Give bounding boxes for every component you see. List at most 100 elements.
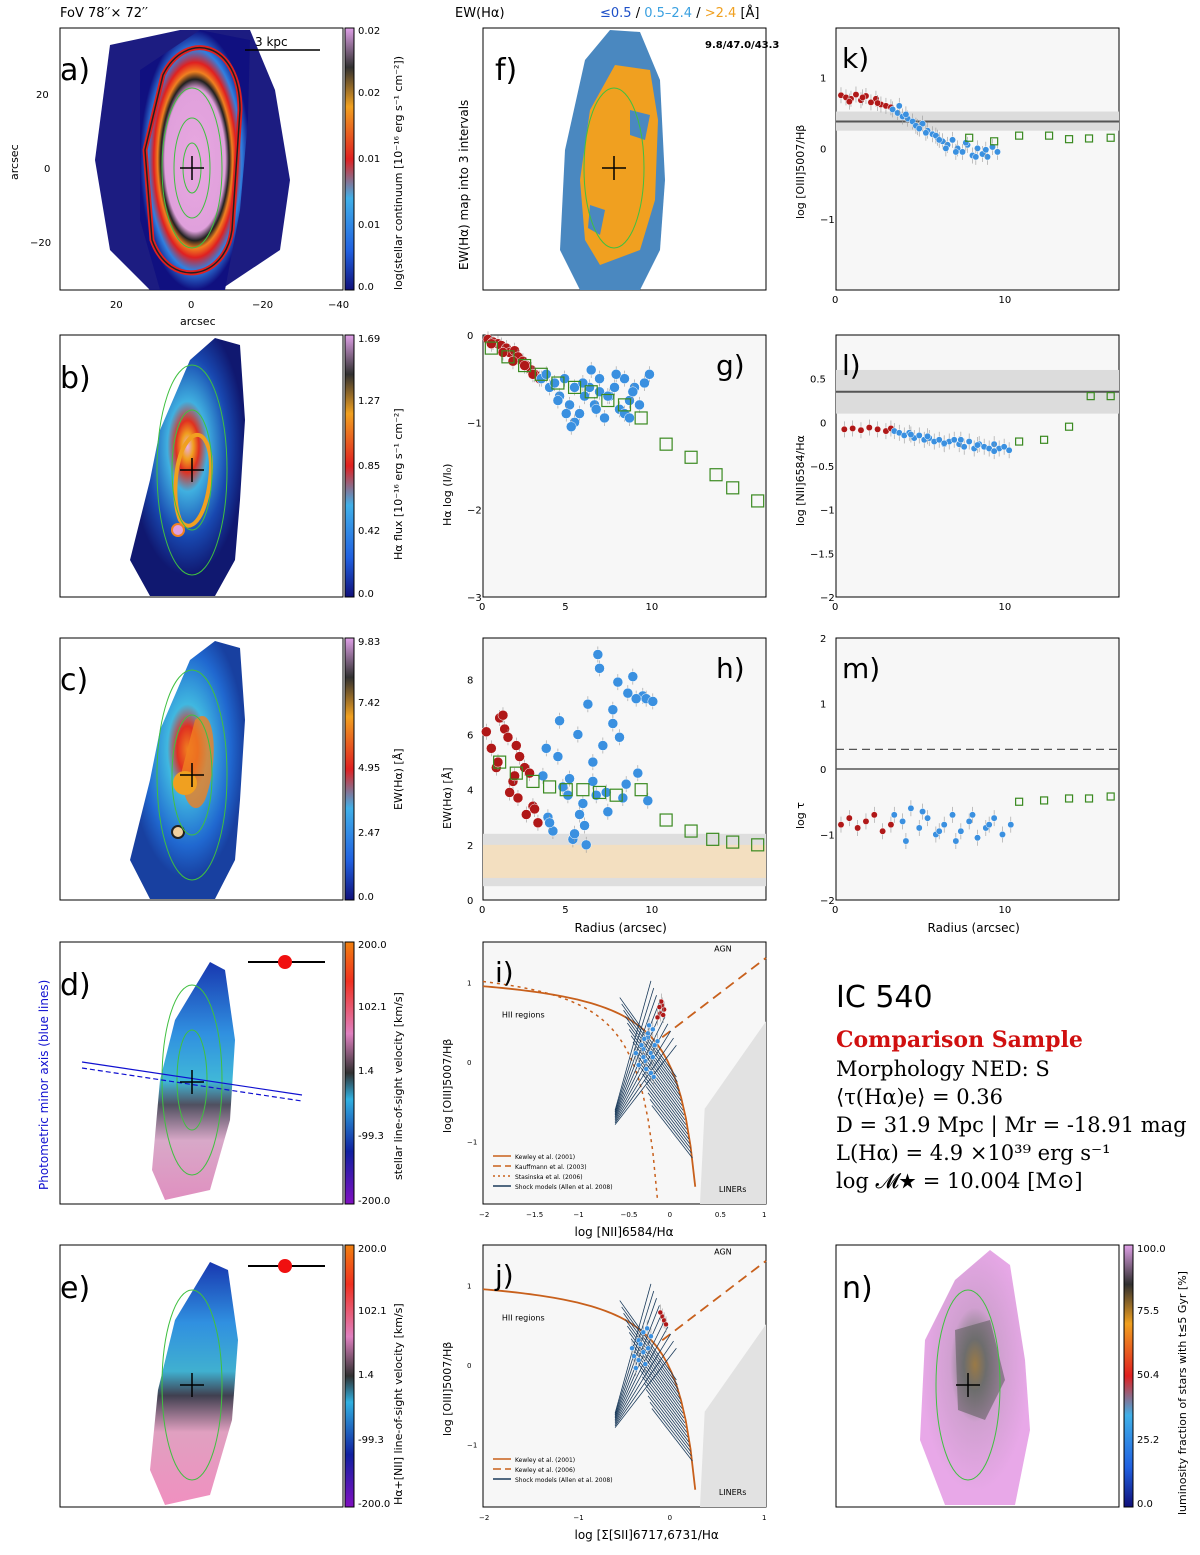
chart-i-xtick: −1.5 (526, 1211, 543, 1219)
colorbar-c (344, 637, 355, 901)
panel-a-xlabel: arcsec (180, 315, 216, 328)
chart-h-red-point (497, 709, 509, 721)
d-cbar-label: stellar line-of-sight velocity [km/s] (392, 992, 405, 1180)
ew-unit: [Å] (736, 6, 760, 21)
galaxy-name: IC 540 (836, 980, 933, 1015)
chart-i-shock-line (614, 1037, 674, 1124)
chart-h-red-point (511, 740, 522, 751)
chart-i-shock-line (645, 1086, 690, 1144)
chart-j-shock-line (623, 1313, 679, 1390)
chart-j-shock-line (621, 1306, 678, 1385)
chart-h-ytick: 8 (467, 675, 473, 686)
chart-m-green-bin (1084, 794, 1094, 803)
e-cbar-3: -99.3 (358, 1435, 384, 1446)
chart-l-red-point (857, 426, 865, 434)
chart-k-ytick: 1 (820, 74, 826, 85)
chart-j-liners-label: LINERs (719, 1488, 747, 1497)
chart-h-orange-band (483, 844, 766, 878)
chart-i-shock-line (614, 1044, 677, 1125)
chart-g-green-bin (584, 385, 598, 399)
chart-k-red-point (874, 99, 882, 107)
chart-l-blue-point (960, 443, 968, 451)
c-cbar-0: 9.83 (358, 637, 380, 648)
b-cbar-0: 1.69 (358, 334, 380, 345)
ew-sep1: / (631, 6, 645, 21)
colorbar-b (344, 334, 355, 598)
chart-h-ytick: 6 (467, 731, 473, 742)
d-cbar-3: -99.3 (358, 1131, 384, 1142)
chart-k-label: k) (842, 42, 869, 75)
chart-g-blue-point (541, 369, 552, 380)
chart-h-blue-point (574, 809, 585, 820)
chart-i-blue-point (633, 1050, 639, 1056)
e-cbar-0: 200.0 (358, 1244, 387, 1255)
chart-g-blue-point (559, 373, 570, 384)
chart-g-green-bin (551, 376, 565, 390)
chart-i-red-point (656, 1004, 663, 1010)
chart-l-blue-point (957, 436, 965, 444)
chart-l-ytick: 0 (820, 418, 826, 429)
chart-m-blue-point (949, 811, 956, 819)
chart-h-green-bin (592, 785, 607, 800)
chart-i-blue-point (648, 1070, 654, 1076)
chart-l-blue-point (915, 431, 923, 439)
chart-i-ytick: 1 (467, 980, 471, 988)
panel-a-ylabel: arcsec (8, 144, 21, 180)
chart-m-blue-point (990, 814, 998, 822)
chart-h-blue-point (622, 687, 634, 699)
chart-h-green-bin (634, 783, 648, 797)
chart-m-red-point (837, 821, 845, 829)
chart-g-label: g) (716, 349, 745, 382)
chart-h-green-bin (751, 838, 765, 852)
chart-g-blue-point (602, 390, 614, 402)
chart-j-label: j) (494, 1259, 514, 1292)
chart-g-blue-point (552, 395, 564, 406)
c-cbar-label: EW(Hα) [Å] (392, 748, 405, 810)
chart-l-blue-point (1005, 446, 1013, 454)
e-cbar-1: 102.1 (358, 1306, 387, 1317)
chart-h-red-point (512, 792, 524, 804)
chart-j-shock-line (649, 1401, 692, 1457)
chart-m-ytick: 0 (820, 765, 826, 776)
chart-g-blue-point (627, 386, 639, 398)
chart-h-blue-point (579, 820, 590, 831)
chart-i-blue-point (641, 1036, 648, 1042)
chart-j-shock-line (647, 1395, 691, 1452)
chart-i-shock-line (614, 1002, 660, 1116)
chart-j-shock-line (645, 1389, 690, 1447)
chart-h-blue-point (614, 732, 625, 743)
colorbar-e (344, 1244, 355, 1508)
chart-j-seyfert-line (661, 1260, 767, 1341)
ew-mid: 0.5–2.4 (644, 6, 693, 21)
chart-h-blue-point (627, 671, 639, 682)
chart-m-blue-point (919, 808, 927, 816)
chart-m-ytick: 1 (820, 700, 826, 711)
chart-h-green-bin (559, 783, 573, 797)
chart-k-blue-point (889, 105, 897, 113)
chart-g-blue-point (585, 364, 597, 376)
chart-l-blue-point (907, 431, 915, 439)
chart-g-xtick: 5 (562, 602, 568, 613)
chart-g-green-bin (659, 437, 673, 451)
b-cbar-1: 1.27 (358, 396, 380, 407)
chart-m-blue-point (952, 837, 960, 845)
a-cbar-label: log(stellar continuum [10⁻¹⁶ erg s⁻¹ cm⁻… (392, 56, 405, 290)
chart-i-shock-line (643, 1079, 689, 1140)
chart-h-green-bin (684, 824, 698, 838)
chart-i-red-point (654, 1014, 661, 1021)
chart-m-red-point (870, 811, 878, 819)
b-cbar-4: 0.0 (358, 589, 374, 600)
chart-j-blue-point (629, 1345, 635, 1351)
chart-h-blue-point (572, 729, 584, 740)
chart-i-shock-line (621, 1003, 678, 1082)
ew-intervals-legend: ≤0.5 / 0.5–2.4 / >2.4 [Å] (600, 6, 760, 21)
chart-g-blue-point (610, 369, 622, 380)
chart-h-blue-point (587, 756, 599, 768)
chart-i-xtick: 0.5 (715, 1211, 726, 1219)
chart-g-blue-point (590, 403, 602, 415)
e-beam-marker (278, 1259, 292, 1273)
chart-k-blue-point (984, 153, 991, 161)
chart-g-blue-point (549, 377, 560, 389)
chart-j-xlabel: log [Σ[SII]6717,6731/Hα (575, 1528, 719, 1542)
